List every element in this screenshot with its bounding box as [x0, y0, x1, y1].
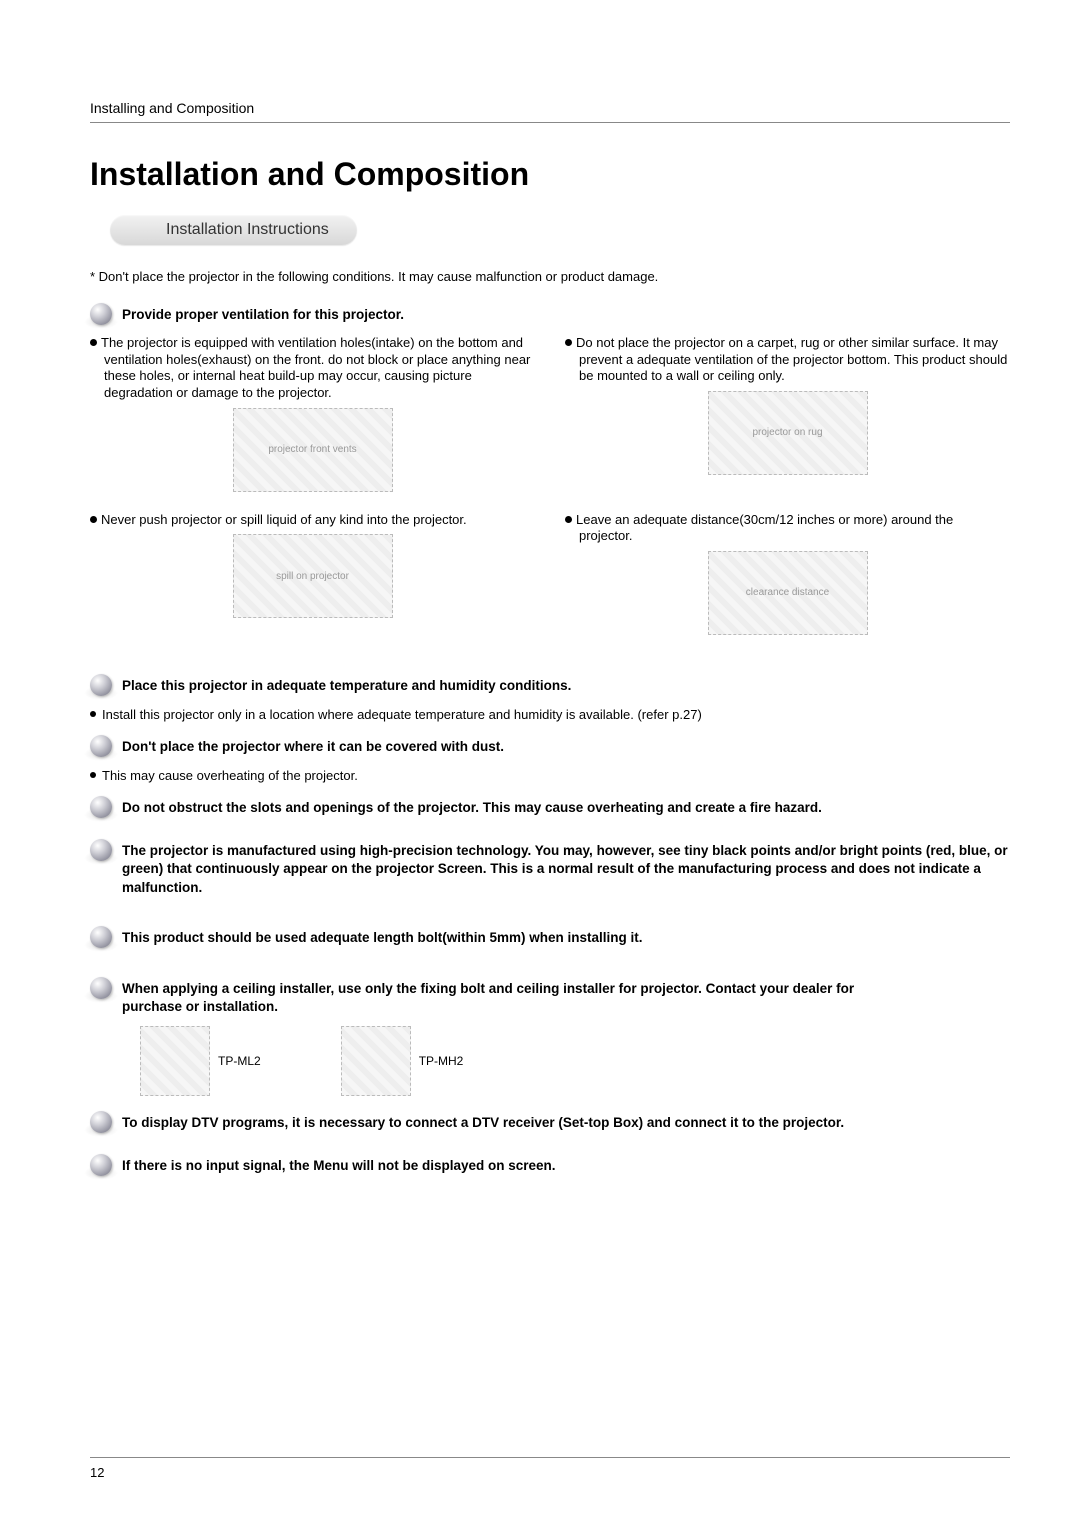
page-number: 12 — [90, 1465, 104, 1480]
sphere-icon — [90, 735, 112, 757]
ventilation-text: Do not place the projector on a carpet, … — [576, 335, 1007, 383]
sphere-icon — [90, 1111, 112, 1133]
note-item: The projector is manufactured using high… — [90, 842, 1010, 897]
sphere-icon — [90, 674, 112, 696]
note-item: Don't place the projector where it can b… — [90, 738, 1010, 757]
mount-option: TP-MH2 — [341, 1026, 464, 1096]
note-item: To display DTV programs, it is necessary… — [90, 1114, 1010, 1133]
note-item: When applying a ceiling installer, use o… — [90, 980, 1010, 1016]
note-heading: Don't place the projector where it can b… — [122, 738, 1010, 756]
note-heading: When applying a ceiling installer, use o… — [122, 980, 862, 1016]
note-heading: Provide proper ventilation for this proj… — [122, 306, 1010, 324]
note-heading: Place this projector in adequate tempera… — [122, 677, 1010, 695]
note-heading: To display DTV programs, it is necessary… — [122, 1114, 1010, 1132]
note-ventilation: Provide proper ventilation for this proj… — [90, 306, 1010, 325]
ventilation-text: Leave an adequate distance(30cm/12 inche… — [576, 512, 953, 544]
note-item: This product should be used adequate len… — [90, 929, 1010, 948]
illustration-placeholder — [341, 1026, 411, 1096]
section-heading-pill: Installation Instructions — [110, 215, 357, 245]
note-item: If there is no input signal, the Menu wi… — [90, 1157, 1010, 1176]
ventilation-row-1: The projector is equipped with ventilati… — [90, 335, 1010, 506]
sphere-icon — [90, 926, 112, 948]
sphere-icon — [90, 796, 112, 818]
illustration-placeholder: clearance distance — [708, 551, 868, 635]
illustration-placeholder: projector on rug — [708, 391, 868, 475]
mount-option: TP-ML2 — [140, 1026, 261, 1096]
running-head: Installing and Composition — [90, 100, 1010, 116]
ventilation-row-2: Never push projector or spill liquid of … — [90, 512, 1010, 649]
note-body: Install this projector only in a locatio… — [90, 706, 1010, 724]
note-heading: The projector is manufactured using high… — [122, 842, 1010, 897]
note-heading: Do not obstruct the slots and openings o… — [122, 799, 1010, 817]
mount-label: TP-MH2 — [419, 1054, 464, 1068]
note-heading: This product should be used adequate len… — [122, 929, 1010, 947]
header-rule — [90, 122, 1010, 123]
ventilation-item: Never push projector or spill liquid of … — [90, 512, 535, 529]
illustration-placeholder — [140, 1026, 210, 1096]
illustration-placeholder: projector front vents — [233, 408, 393, 492]
sphere-icon — [90, 303, 112, 325]
note-body-text: Install this projector only in a locatio… — [102, 707, 702, 722]
page-title: Installation and Composition — [90, 156, 1010, 193]
sphere-icon — [90, 839, 112, 861]
note-item: Do not obstruct the slots and openings o… — [90, 799, 1010, 818]
ventilation-text: Never push projector or spill liquid of … — [101, 512, 467, 527]
note-item: Place this projector in adequate tempera… — [90, 677, 1010, 696]
note-body: This may cause overheating of the projec… — [90, 767, 1010, 785]
mount-label: TP-ML2 — [218, 1054, 261, 1068]
ventilation-item: Do not place the projector on a carpet, … — [565, 335, 1010, 385]
ventilation-item: The projector is equipped with ventilati… — [90, 335, 535, 402]
sphere-icon — [90, 977, 112, 999]
sphere-icon — [90, 1154, 112, 1176]
note-body-text: This may cause overheating of the projec… — [102, 768, 358, 783]
ventilation-text: The projector is equipped with ventilati… — [101, 335, 530, 400]
note-heading: If there is no input signal, the Menu wi… — [122, 1157, 1010, 1175]
footer-rule — [90, 1457, 1010, 1458]
intro-note: * Don't place the projector in the follo… — [90, 269, 1010, 284]
illustration-placeholder: spill on projector — [233, 534, 393, 618]
mount-options: TP-ML2 TP-MH2 — [140, 1026, 1010, 1096]
ventilation-item: Leave an adequate distance(30cm/12 inche… — [565, 512, 1010, 545]
